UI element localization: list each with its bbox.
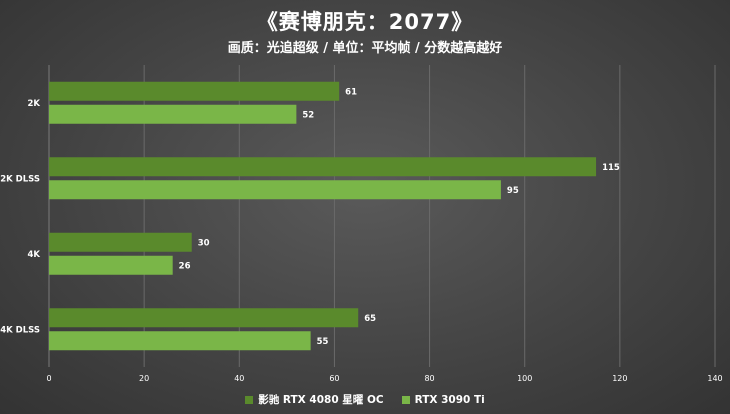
data-label: 26 xyxy=(179,261,191,271)
data-label: 115 xyxy=(602,163,620,173)
data-label: 30 xyxy=(198,238,210,248)
x-tick-label: 0 xyxy=(46,374,51,383)
x-tick-label: 120 xyxy=(612,374,627,383)
bar xyxy=(49,104,297,124)
bar xyxy=(49,180,501,200)
data-label: 52 xyxy=(302,110,314,120)
bar xyxy=(49,255,173,275)
bar xyxy=(49,81,340,101)
data-label: 55 xyxy=(317,337,329,347)
legend-item-series-2: RTX 3090 Ti xyxy=(401,392,485,407)
y-category-label: 4K DLSS xyxy=(0,325,40,335)
x-tick-label: 20 xyxy=(139,374,149,383)
legend-swatch-series-2 xyxy=(401,395,410,404)
x-tick-label: 80 xyxy=(424,374,434,383)
chart-subtitle: 画质：光追超级 / 单位：平均帧 / 分数越高越好 xyxy=(227,41,503,56)
legend-label-series-1: 影驰 RTX 4080 星曜 OC xyxy=(258,394,384,406)
chart-title: 《赛博朋克：2077》 xyxy=(256,10,474,34)
labels: 0 20 40 60 80 100 120 140 2K 61 52 2K DLSS 115 95 4K 30… xyxy=(0,87,722,383)
bar xyxy=(49,157,597,177)
y-category-label: 4K xyxy=(27,250,40,260)
bar xyxy=(49,331,311,351)
data-label: 95 xyxy=(507,186,519,196)
x-tick-label: 40 xyxy=(234,374,244,383)
x-tick-label: 100 xyxy=(517,374,532,383)
data-label: 61 xyxy=(345,87,357,97)
data-label: 65 xyxy=(364,314,376,324)
y-category-label: 2K xyxy=(27,99,40,109)
x-tick-label: 60 xyxy=(329,374,339,383)
legend: 影驰 RTX 4080 星曜 OC RTX 3090 Ti xyxy=(0,392,730,407)
bar xyxy=(49,308,359,328)
bars xyxy=(49,81,597,351)
bar xyxy=(49,232,192,252)
legend-label-series-2: RTX 3090 Ti xyxy=(414,393,485,406)
x-tick-label: 140 xyxy=(707,374,722,383)
legend-swatch-series-1 xyxy=(245,395,254,404)
y-category-label: 2K DLSS xyxy=(0,174,40,184)
legend-item-series-1: 影驰 RTX 4080 星曜 OC xyxy=(245,392,384,407)
